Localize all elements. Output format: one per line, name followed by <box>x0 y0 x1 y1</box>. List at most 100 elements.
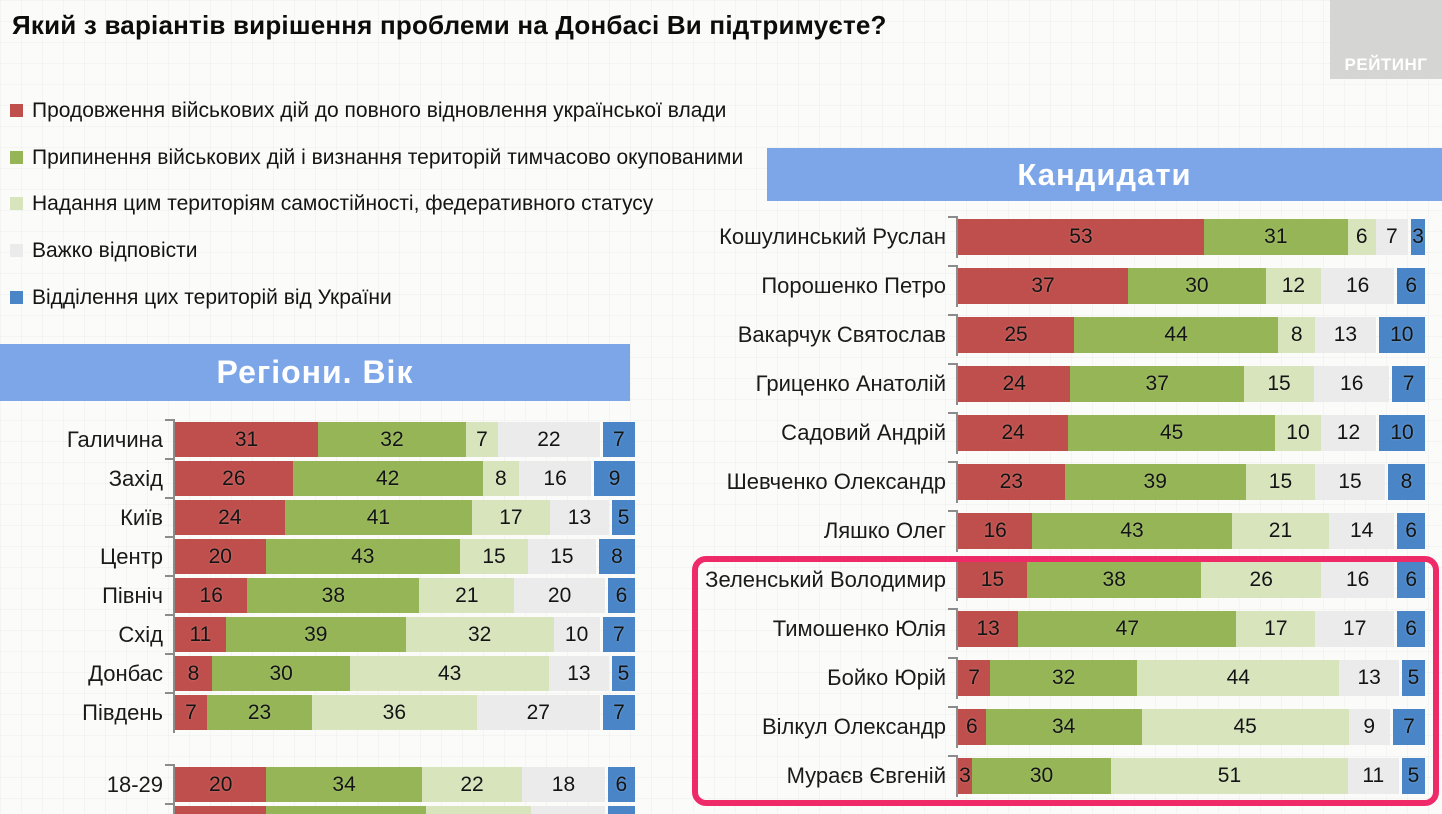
bar-segment-blue: 5 <box>611 656 635 691</box>
bar-segment-gray: 17 <box>1315 610 1395 647</box>
segment-value: 18 <box>551 772 576 796</box>
bar-row: Зеленський Володимир 15 38 26 16 6 <box>703 555 1442 604</box>
segment-value: 12 <box>1336 420 1361 444</box>
stacked-bar: 24 41 17 13 5 <box>165 497 635 538</box>
bar-segment-green: 43 <box>1032 512 1232 549</box>
segment-value: 36 <box>382 700 407 724</box>
bar-segment-blue: 9 <box>594 461 635 496</box>
segment-value: 38 <box>321 583 346 607</box>
row-label: Вакарчук Святослав <box>737 321 946 347</box>
segment-value: 39 <box>304 622 328 646</box>
segment-value: 32 <box>1051 665 1076 689</box>
bar-row: Донбас 8 30 43 13 5 <box>0 653 640 694</box>
bar-segment-green: 42 <box>292 461 483 496</box>
segment-value: 15 <box>1268 469 1293 493</box>
bar-segment-blue: 10 <box>1378 316 1425 353</box>
segment-value: 15 <box>1267 371 1291 395</box>
bar-segment-blue: 6 <box>1397 610 1425 647</box>
bar-segment-lightgreen: 17 <box>472 500 550 535</box>
bar-segment-lightgreen: 51 <box>1111 757 1348 794</box>
segment-value: 31 <box>234 427 259 451</box>
segment-value: 45 <box>1159 420 1184 444</box>
bar-segment-blue: 5 <box>1401 757 1426 794</box>
segment-value: 34 <box>332 772 356 796</box>
bar-row: Тимошенко Юлія 13 47 17 17 6 <box>703 604 1442 653</box>
legend-item: Надання цим територіям самостійності, фе… <box>10 193 750 216</box>
segment-value: 38 <box>1102 567 1126 591</box>
legend-label: Припинення військових дій і визнання тер… <box>32 145 744 169</box>
bar-segment-green: 30 <box>1127 267 1266 304</box>
segment-value: 3 <box>1412 224 1424 248</box>
segment-value: 6 <box>1355 224 1368 248</box>
candidates-chart: Кошулинський Руслан 53 31 6 7 3 Порошенко Петр… <box>703 212 1442 800</box>
stacked-bar: 31 32 7 22 7 <box>165 419 635 460</box>
bar-segment-lightgreen: 7 <box>465 422 499 457</box>
bar-segment-lightgreen: 15 <box>1245 463 1316 500</box>
bar-segment-gray: 7 <box>1375 218 1409 255</box>
segment-value: 30 <box>269 661 293 685</box>
segment-value: 27 <box>526 700 550 724</box>
bar-segment-gray: 16 <box>1320 267 1395 304</box>
bar-segment-gray: 16 <box>518 461 592 496</box>
segment-value: 24 <box>1001 420 1025 444</box>
bar-segment-gray: 15 <box>1315 463 1385 500</box>
bar-row: Київ 24 41 17 13 5 <box>0 497 640 538</box>
segment-value: 21 <box>1268 518 1293 542</box>
bar-segment-gray: 12 <box>1320 414 1377 451</box>
bar-segment-lightgreen: 8 <box>1278 316 1316 353</box>
row-label: Захід <box>108 465 163 491</box>
legend: Продовження військових дій до повного ві… <box>10 99 750 333</box>
bar-segment-gray: 20 <box>514 578 605 613</box>
segment-value: 22 <box>460 772 484 796</box>
segment-value: 43 <box>351 544 375 568</box>
bar-segment-red: 24 <box>958 414 1069 451</box>
segment-value: 9 <box>608 466 621 490</box>
segment-value: 10 <box>1390 420 1414 444</box>
bar-segment-gray: 15 <box>527 539 596 574</box>
bar-segment-lightgreen: 43 <box>350 656 549 691</box>
segment-value: 9 <box>1363 714 1376 738</box>
stacked-bar <box>165 803 636 814</box>
segment-value: 13 <box>567 661 591 685</box>
segment-value: 24 <box>218 505 242 529</box>
stacked-bar: 20 34 22 18 6 <box>165 764 636 805</box>
segment-value: 3 <box>959 763 971 787</box>
bar-segment-gray: 13 <box>1315 316 1376 353</box>
segment-value: 5 <box>617 661 630 685</box>
segment-value: 53 <box>1069 224 1093 248</box>
segment-value: 41 <box>366 505 391 529</box>
segment-value: 14 <box>1349 518 1374 542</box>
bar-segment-red: 26 <box>175 461 293 496</box>
bar-segment-lightgreen: 12 <box>1265 267 1321 304</box>
bar-segment-gray: 14 <box>1329 512 1395 549</box>
legend-item: Продовження військових дій до повного ві… <box>10 99 750 123</box>
bar-row: Схід 11 39 32 10 7 <box>0 614 640 655</box>
segment-value: 6 <box>1405 567 1418 591</box>
bar-row: Центр 20 43 15 15 8 <box>0 536 640 577</box>
row-label: Бойко Юрій <box>827 664 946 690</box>
segment-value: 7 <box>613 622 625 646</box>
bar-segment-lightgreen: 26 <box>1201 561 1321 598</box>
bar-segment-green: 37 <box>1070 365 1244 402</box>
stacked-bar: 37 30 12 16 6 <box>948 264 1425 307</box>
segment-value: 44 <box>1164 322 1188 346</box>
stacked-bar: 23 39 15 15 8 <box>948 460 1425 503</box>
segment-value: 45 <box>1233 714 1257 738</box>
stacked-bar: 20 43 15 15 8 <box>165 536 636 577</box>
bar-segment-red: 11 <box>175 617 226 652</box>
bar-segment-red: 16 <box>175 578 248 613</box>
segment-value: 15 <box>550 544 574 568</box>
stacked-bar: 13 47 17 17 6 <box>948 607 1425 650</box>
bar-segment-red: 3 <box>958 757 972 794</box>
segment-value: 5 <box>617 505 630 529</box>
row-label: Центр <box>100 543 163 569</box>
bar-segment-red: 24 <box>958 365 1071 402</box>
row-label: Ляшко Олег <box>823 517 946 543</box>
bar-segment-lightgreen <box>426 806 532 814</box>
bar-segment-gray: 16 <box>1320 561 1395 598</box>
segment-value: 7 <box>1386 224 1398 248</box>
row-label: Вілкул Олександр <box>761 713 946 739</box>
segment-value: 8 <box>187 661 200 685</box>
stacked-bar: 3 30 51 11 5 <box>948 754 1426 797</box>
